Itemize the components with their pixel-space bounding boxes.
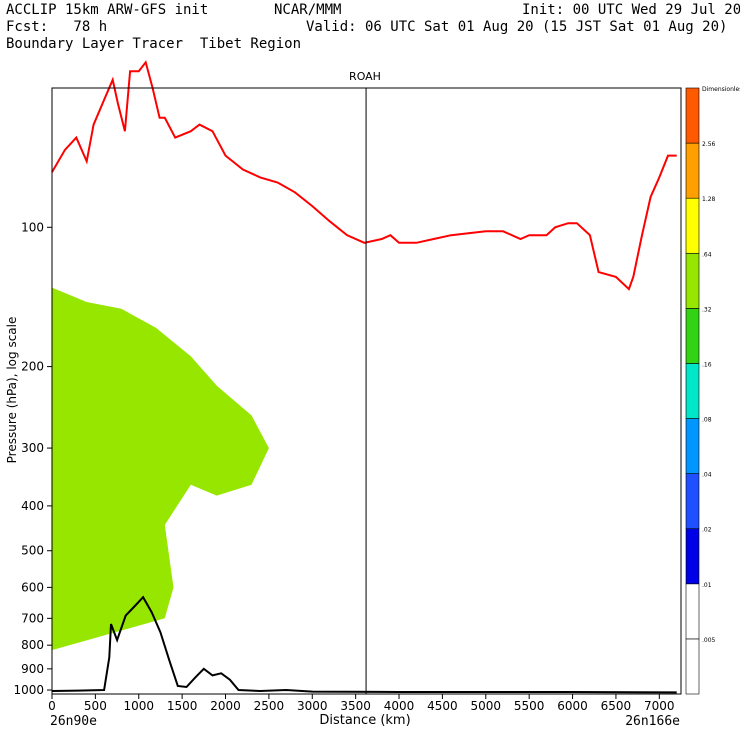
x-tick-label: 0 (48, 699, 56, 713)
x-tick-label: 4000 (384, 699, 415, 713)
y-tick-label: 400 (21, 499, 44, 513)
colorbar-label: .08 (702, 417, 712, 424)
colorbar-swatch (685, 252, 700, 309)
colorbar-swatch (685, 308, 700, 364)
axes-layer: 0 500 1000 1500 2000 2500 3000 3500 4000 4500 5000… (13, 220, 674, 713)
line-layer (51, 60, 677, 694)
colorbar-swatch (685, 87, 700, 144)
model-title: ACCLIP 15km ARW-GFS init (6, 2, 209, 18)
colorbar-swatch (685, 583, 700, 640)
colorbar-swatch (685, 363, 700, 419)
colorbar-label: .005 (702, 637, 716, 644)
y-tick-label: 100 (21, 220, 44, 234)
tracer-fill-layer (52, 260, 517, 690)
y-tick-label: 800 (21, 638, 44, 652)
tracer-plume-3 (368, 345, 395, 420)
colorbar-swatch (685, 528, 700, 585)
x-start-label: 26n90e (50, 714, 97, 729)
y-tick-label: 700 (21, 611, 44, 625)
colorbar-swatch (685, 473, 700, 530)
x-tick-label: 6000 (557, 699, 588, 713)
terrain-line (51, 595, 677, 694)
colorbar: .005 .01 .02 .04 .08 .16 .32 .64 1.28 2.56 Dimensi… (685, 86, 740, 695)
x-tick-label: 2000 (210, 699, 241, 713)
x-tick-label: 3000 (297, 699, 328, 713)
red-contour-line (51, 60, 677, 291)
valid-time: Valid: 06 UTC Sat 01 Aug 20 (15 JST Sat … (306, 19, 728, 35)
x-tick-label: 4500 (427, 699, 458, 713)
x-axis-label: Distance (km) (319, 713, 410, 728)
y-tick-label: 300 (21, 441, 44, 455)
x-tick-label: 5500 (514, 699, 545, 713)
org-label: NCAR/MMM (274, 2, 342, 18)
colorbar-label: .04 (702, 472, 712, 479)
tracer-plume-4 (472, 394, 517, 496)
x-tick-label: 7000 (644, 699, 675, 713)
x-tick-label: 6500 (601, 699, 632, 713)
colorbar-label: .64 (702, 251, 712, 258)
colorbar-label: .32 (702, 306, 712, 313)
tracer-plume-1 (52, 287, 269, 651)
x-tick-label: 1000 (123, 699, 154, 713)
y-tick-label: 1000 (13, 683, 44, 697)
colorbar-label: 2.56 (702, 141, 716, 148)
colorbar-label: .16 (702, 361, 712, 368)
section-title: ROAH (349, 70, 381, 83)
colorbar-swatch (685, 638, 700, 695)
x-tick-label: 1500 (167, 699, 198, 713)
colorbar-swatch (685, 418, 700, 474)
plot-frame (51, 87, 682, 695)
forecast-hour: Fcst: 78 h (6, 19, 108, 35)
product-name: Boundary Layer Tracer Tibet Region (6, 36, 302, 52)
colorbar-label: .01 (702, 582, 712, 589)
x-tick-label: 5000 (471, 699, 502, 713)
colorbar-swatch (685, 197, 700, 254)
y-tick-label: 200 (21, 360, 44, 374)
x-tick-label: 500 (84, 699, 107, 713)
y-axis-label: Pressure (hPa), log scale (5, 317, 19, 464)
x-tick-label: 2500 (254, 699, 285, 713)
colorbar-label: 1.28 (702, 196, 716, 203)
colorbar-label: .02 (702, 527, 712, 534)
colorbar-label: Dimensionless (702, 86, 740, 93)
x-tick-label: 3500 (340, 699, 371, 713)
y-tick-label: 500 (21, 544, 44, 558)
tracer-plume-2 (316, 321, 360, 412)
colorbar-swatch (685, 142, 700, 199)
y-tick-label: 600 (21, 580, 44, 594)
init-label: Init: 00 UTC Wed 29 Jul 20 (522, 2, 740, 18)
y-tick-label: 900 (21, 662, 44, 676)
x-end-label: 26n166e (625, 714, 680, 729)
